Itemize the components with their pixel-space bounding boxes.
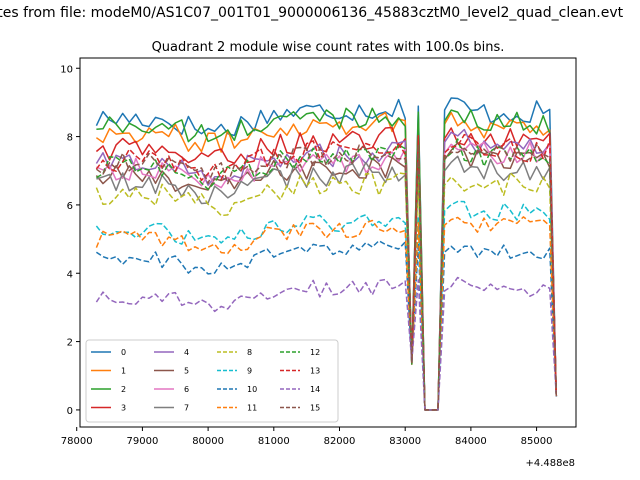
series-line-13 [95,133,558,411]
legend-label-2: 2 [121,385,126,394]
x-tick-label: 82000 [324,436,356,447]
plot-lines [95,97,558,411]
series-line-12 [96,138,558,411]
y-tick-label: 6 [67,201,73,212]
legend-label-4: 4 [184,348,189,357]
figure-title: Count rates from file: modeM0/AS1C07_001… [0,5,624,21]
legend-label-5: 5 [184,367,189,376]
legend-label-8: 8 [247,348,252,357]
y-tick-label: 10 [60,64,73,75]
legend-label-12: 12 [310,348,320,357]
y-axis: 0 2 4 6 8 10 [60,64,80,417]
legend-box [85,339,339,423]
legend-label-9: 9 [247,367,252,376]
x-tick-label: 80000 [192,436,224,447]
legend-label-7: 7 [184,404,189,413]
y-tick-label: 0 [67,406,73,417]
legend-label-0: 0 [121,348,126,357]
series-line-7 [96,155,558,411]
legend-label-1: 1 [121,367,126,376]
series-line-4 [95,128,558,411]
chart-title: Quadrant 2 module wise count rates with … [152,40,505,55]
legend-label-11: 11 [247,404,257,413]
series-line-1 [95,111,558,411]
x-offset-label: +4.488e8 [525,458,575,469]
series-line-9 [95,200,558,411]
y-tick-label: 4 [67,269,73,280]
x-axis: 78000 79000 80000 81000 82000 83000 84000 85000 [61,427,553,447]
x-tick-label: 83000 [389,436,421,447]
x-tick-label: 79000 [127,436,159,447]
x-tick-label: 81000 [258,436,290,447]
x-tick-label: 84000 [455,436,487,447]
legend-label-14: 14 [310,385,320,394]
x-tick-label: 85000 [521,436,553,447]
y-tick-label: 2 [67,338,73,349]
legend-label-3: 3 [121,404,126,413]
legend-label-13: 13 [310,367,320,376]
series-line-8 [95,172,558,411]
series-line-15 [95,143,558,411]
legend-label-10: 10 [247,385,257,394]
series-line-11 [95,216,558,411]
series-line-14 [95,276,558,411]
legend-label-15: 15 [310,404,320,413]
y-tick-label: 8 [67,133,73,144]
series-line-10 [95,240,558,411]
series-line-2 [96,107,558,411]
legend-label-6: 6 [184,385,189,394]
x-tick-label: 78000 [61,436,93,447]
plot-frame [79,57,577,428]
